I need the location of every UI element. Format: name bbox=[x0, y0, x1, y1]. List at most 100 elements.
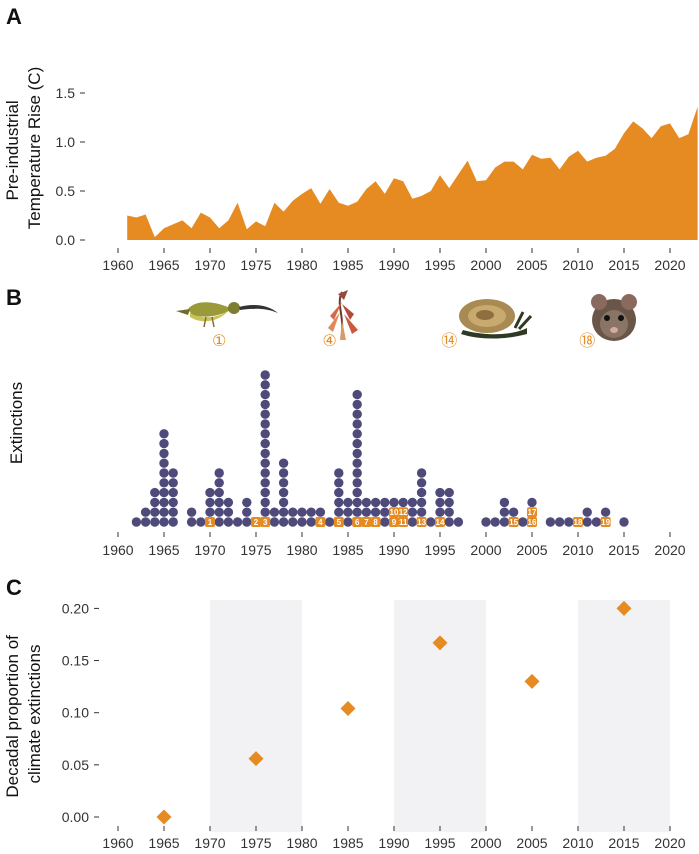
proportion-ytick-label: 0.20 bbox=[62, 600, 89, 616]
temperature-xtick-label: 1970 bbox=[194, 257, 225, 273]
extinction-dot bbox=[444, 517, 454, 527]
climate-extinction-badge bbox=[398, 517, 409, 527]
extinction-dot bbox=[435, 497, 445, 508]
extinction-dot bbox=[380, 497, 390, 508]
extinction-dot bbox=[260, 458, 270, 468]
extinction-dots bbox=[131, 370, 629, 527]
climate-extinction-badge-label: 11 bbox=[399, 518, 408, 527]
climate-extinction-badge-label: 2 bbox=[254, 518, 259, 527]
proportion-xtick-label: 2015 bbox=[608, 835, 639, 851]
extinction-dot bbox=[334, 497, 344, 508]
extinction-dot bbox=[518, 517, 528, 527]
proportion-ytick-label: 0.15 bbox=[62, 653, 89, 669]
extinction-dot bbox=[352, 458, 362, 468]
extinction-dot bbox=[453, 517, 464, 527]
proportion-x-axis: 1960 1965 1970 1975 1980 1985 1990 1995 2000 2005… bbox=[102, 826, 686, 851]
extinction-dot bbox=[278, 468, 289, 478]
extinction-dot bbox=[150, 517, 160, 527]
extinction-dot bbox=[426, 517, 436, 527]
proportion-y-label-line2: climate extinctions bbox=[25, 645, 44, 784]
extinction-dot bbox=[186, 517, 197, 527]
extinction-dot bbox=[288, 517, 298, 527]
extinction-dot bbox=[444, 487, 454, 498]
decade-bands bbox=[210, 600, 670, 832]
climate-extinction-badge bbox=[260, 517, 271, 527]
picture-labels: ① ④ ⑭ ⑱ bbox=[212, 331, 595, 350]
decade-band bbox=[394, 600, 486, 832]
extinction-dot bbox=[416, 497, 427, 508]
climate-extinction-badge bbox=[389, 507, 399, 518]
extinction-dot bbox=[168, 487, 178, 498]
extinction-dot bbox=[499, 497, 510, 508]
extinction-dot bbox=[214, 517, 224, 527]
climate-extinction-badge-label: 14 bbox=[436, 518, 445, 527]
extinction-dot bbox=[407, 517, 418, 527]
extinctions-xtick-label: 1975 bbox=[240, 542, 271, 558]
extinction-dot bbox=[159, 517, 169, 527]
extinctions-xtick-label: 1965 bbox=[148, 542, 179, 558]
extinction-dot bbox=[159, 468, 169, 478]
flower-picture-label: ④ bbox=[322, 331, 336, 350]
proportion-point bbox=[524, 673, 540, 689]
extinction-dot bbox=[352, 497, 362, 508]
extinction-dot bbox=[159, 487, 169, 498]
extinction-dot bbox=[416, 478, 427, 488]
climate-extinction-badge bbox=[527, 517, 537, 527]
flower-picture bbox=[328, 290, 358, 340]
climate-extinction-badge bbox=[416, 517, 427, 527]
mouse-picture bbox=[591, 294, 637, 341]
proportion-points bbox=[156, 600, 632, 825]
extinction-dot bbox=[444, 497, 454, 508]
extinction-dot bbox=[260, 370, 270, 380]
extinction-dot bbox=[140, 517, 151, 527]
extinction-dot bbox=[554, 517, 565, 527]
temperature-xtick-label: 1965 bbox=[148, 257, 179, 273]
extinction-dot bbox=[168, 468, 178, 478]
temperature-xtick-label: 1960 bbox=[102, 257, 133, 273]
climate-extinction-badge-label: 5 bbox=[337, 518, 342, 527]
temperature-area-chart bbox=[127, 106, 698, 240]
climate-extinction-badge-label: 1 bbox=[208, 518, 213, 527]
temperature-y-axis: 0.0 0.5 1.0 1.5 bbox=[56, 85, 85, 248]
extinctions-xtick-label: 1990 bbox=[378, 542, 409, 558]
proportion-ytick-label: 0.10 bbox=[62, 705, 89, 721]
extinctions-x-axis: 1960 1965 1970 1975 1980 1985 1990 1995 2000 2005… bbox=[102, 532, 686, 558]
extinction-dot bbox=[416, 468, 427, 478]
proportion-xtick-label: 2000 bbox=[470, 835, 501, 851]
extinction-dot bbox=[499, 517, 510, 527]
extinction-dot bbox=[444, 507, 454, 517]
extinction-dot bbox=[288, 507, 298, 517]
proportion-point bbox=[156, 809, 172, 825]
extinction-dot bbox=[196, 517, 206, 527]
extinctions-xtick-label: 1985 bbox=[332, 542, 363, 558]
proportion-point bbox=[340, 701, 356, 717]
proportion-xtick-label: 1990 bbox=[378, 835, 409, 851]
extinction-dot bbox=[352, 468, 362, 478]
climate-extinction-badge bbox=[600, 517, 611, 527]
extinctions-y-label: Extinctions bbox=[7, 382, 26, 464]
extinction-dot bbox=[352, 507, 362, 517]
extinction-dot bbox=[205, 507, 215, 517]
decade-band bbox=[578, 600, 670, 832]
extinction-dot bbox=[352, 478, 362, 488]
bird-picture-label: ① bbox=[212, 331, 226, 350]
proportion-xtick-label: 1960 bbox=[102, 835, 133, 851]
extinctions-xtick-label: 2000 bbox=[470, 542, 501, 558]
extinction-dot bbox=[370, 507, 381, 517]
extinction-dot bbox=[508, 507, 519, 517]
climate-extinction-badge bbox=[361, 517, 372, 527]
extinction-dot bbox=[140, 507, 151, 517]
panel-b: B Extinctions bbox=[6, 285, 686, 558]
extinction-dot bbox=[591, 517, 602, 527]
temperature-xtick-label: 2010 bbox=[562, 257, 593, 273]
extinctions-xtick-label: 2020 bbox=[654, 542, 685, 558]
extinction-dot bbox=[380, 517, 390, 527]
climate-extinction-badge-label: 12 bbox=[399, 508, 408, 517]
extinction-dot bbox=[306, 517, 316, 527]
extinction-dot bbox=[352, 429, 362, 439]
proportion-ytick-label: 0.05 bbox=[62, 757, 89, 773]
extinction-dot bbox=[168, 507, 178, 517]
extinctions-xtick-label: 2005 bbox=[516, 542, 547, 558]
proportion-y-label: Decadal proportion of climate extinction… bbox=[3, 630, 44, 797]
extinction-dot bbox=[159, 458, 169, 468]
